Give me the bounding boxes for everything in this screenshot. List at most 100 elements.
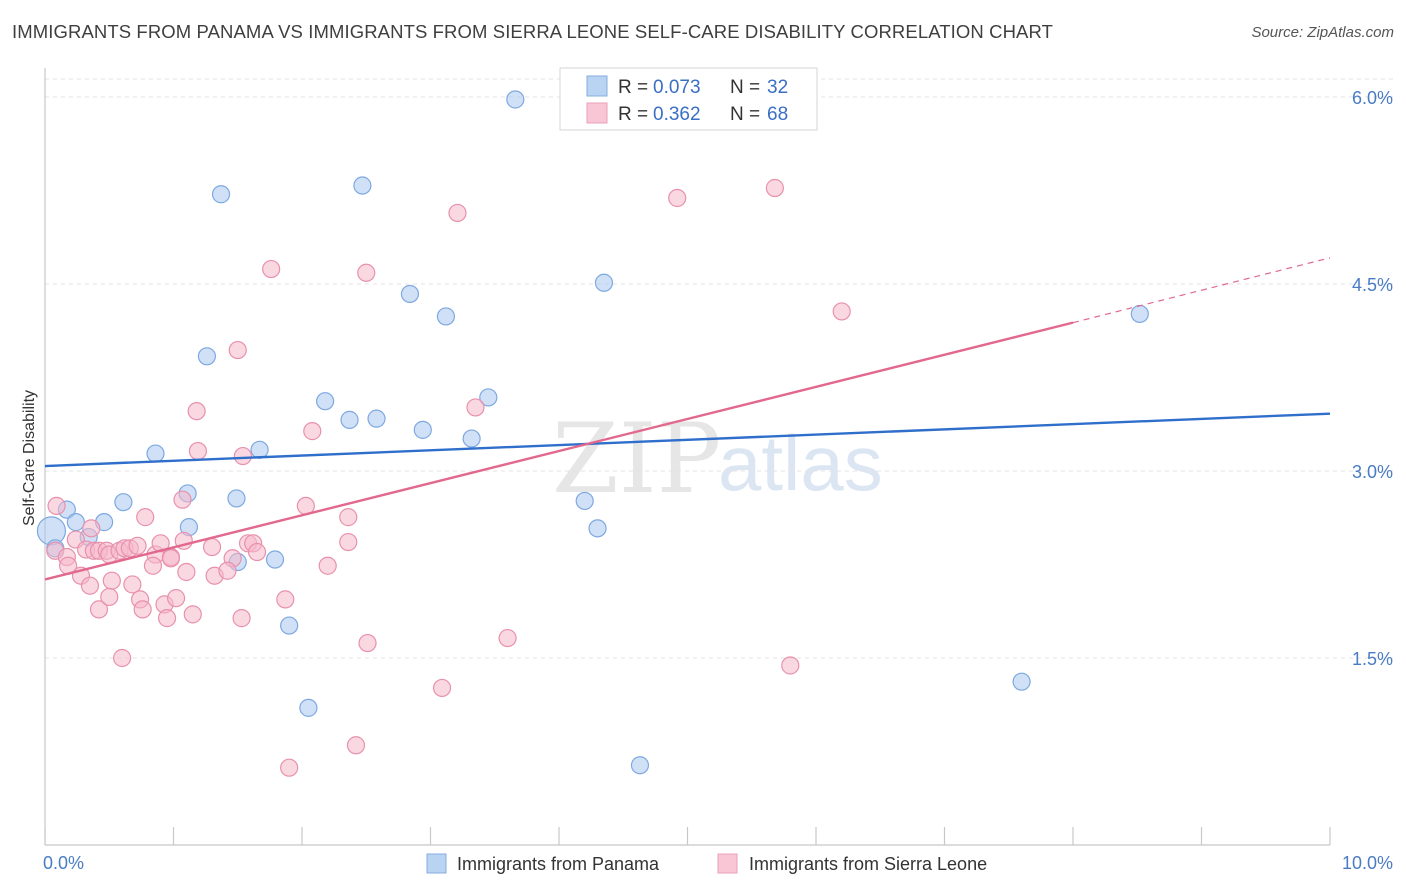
data-point: [146, 444, 165, 463]
data-point: [114, 493, 133, 512]
legend-swatch-sierra-leone: [586, 102, 608, 124]
data-point: [479, 388, 498, 407]
data-point: [462, 429, 481, 448]
data-point: [197, 347, 217, 366]
data-point: [262, 259, 281, 279]
y-tick-labels: 1.5% 3.0% 4.5% 6.0%: [1352, 88, 1393, 669]
data-point: [202, 537, 222, 557]
data-point: [832, 302, 851, 321]
data-point: [339, 532, 358, 552]
data-point: [781, 656, 800, 675]
data-point: [100, 587, 119, 607]
data-point: [357, 263, 376, 282]
source-label: Source: ZipAtlas.com: [1251, 24, 1394, 41]
data-point: [588, 519, 607, 538]
data-point: [400, 284, 420, 304]
data-point: [575, 491, 594, 511]
data-point: [299, 698, 318, 717]
data-point: [218, 561, 237, 580]
trend-line: [44, 412, 1331, 468]
bottom-legend-label-sierra-leone: Immigrants from Sierra Leone: [749, 854, 987, 874]
data-point: [668, 188, 687, 208]
data-point: [89, 600, 109, 619]
data-point: [432, 678, 452, 698]
data-point: [250, 440, 269, 459]
data-point: [436, 307, 456, 326]
data-point: [1130, 304, 1149, 324]
data-point: [80, 576, 100, 595]
legend-r-label-sierra-leone: R =: [618, 104, 648, 125]
y-tick-label: 6.0%: [1352, 88, 1393, 108]
data-point: [413, 420, 432, 439]
legend-n-value-sierra-leone: 68: [767, 104, 788, 125]
data-point: [123, 575, 142, 594]
data-point: [466, 398, 485, 417]
trend-lines: [44, 257, 1331, 581]
data-point: [133, 600, 152, 619]
data-point: [265, 550, 285, 569]
data-point: [232, 609, 251, 628]
legend-n-label-sierra-leone: N =: [730, 104, 760, 125]
data-point: [233, 446, 252, 466]
data-point: [112, 648, 132, 668]
axes: [44, 68, 1331, 846]
legend-r-value-panama: 0.073: [653, 77, 701, 98]
x-tick-label-min: 0.0%: [43, 853, 84, 873]
chart-title: IMMIGRANTS FROM PANAMA VS IMMIGRANTS FRO…: [12, 21, 1053, 42]
data-point: [211, 185, 231, 204]
data-point: [318, 556, 337, 575]
data-point: [247, 542, 267, 562]
watermark: ZIP atlas: [552, 403, 883, 515]
series-sierra-leone-points: [46, 178, 851, 777]
gridlines: [45, 78, 1395, 659]
data-point: [506, 90, 525, 109]
data-point: [1012, 672, 1031, 691]
data-point: [280, 616, 299, 635]
data-point: [187, 402, 206, 421]
series-legend: Immigrants from Panama Immigrants from S…: [426, 853, 987, 874]
legend-n-label-panama: N =: [730, 77, 760, 98]
data-point: [151, 534, 170, 553]
data-point: [316, 392, 335, 411]
data-point: [498, 628, 517, 648]
bottom-legend-swatch-panama: [426, 853, 447, 874]
stats-legend: R = 0.073 N = 32 R = 0.362 N = 68: [559, 67, 818, 131]
bottom-legend-label-panama: Immigrants from Panama: [457, 854, 660, 874]
data-point: [340, 410, 359, 429]
data-point: [143, 556, 163, 575]
data-point: [303, 422, 322, 441]
data-point: [339, 508, 358, 527]
data-point: [173, 490, 192, 509]
data-point: [228, 340, 247, 360]
data-point: [367, 409, 386, 428]
data-point: [183, 605, 202, 624]
data-point: [358, 633, 377, 653]
data-point: [102, 571, 121, 590]
data-point: [128, 536, 147, 555]
data-point: [188, 441, 208, 461]
x-axis-ticks: [44, 827, 1331, 845]
trend-line: [44, 321, 1074, 581]
data-point: [47, 496, 66, 516]
data-point: [136, 508, 155, 527]
legend-swatch-panama: [586, 75, 608, 97]
data-point: [594, 273, 614, 292]
y-axis-title: Self-Care Disability: [21, 390, 38, 526]
data-point: [765, 178, 784, 198]
data-point: [630, 756, 650, 775]
data-point: [227, 489, 246, 508]
data-point: [280, 758, 299, 777]
x-tick-label-max: 10.0%: [1342, 853, 1393, 873]
data-point: [276, 590, 295, 609]
data-point: [166, 589, 186, 608]
data-point: [82, 519, 101, 538]
data-point: [66, 513, 85, 532]
y-tick-label: 4.5%: [1352, 275, 1393, 295]
y-tick-label: 3.0%: [1352, 462, 1393, 482]
trend-line-extension: [1072, 257, 1331, 324]
data-point: [161, 549, 181, 568]
y-tick-label: 1.5%: [1352, 649, 1393, 669]
legend-r-label-panama: R =: [618, 77, 648, 98]
bottom-legend-swatch-sierra-leone: [717, 853, 738, 874]
